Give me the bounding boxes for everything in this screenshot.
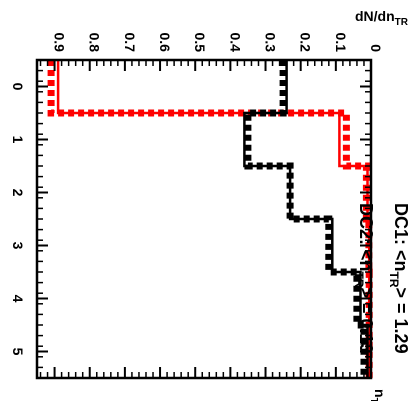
x-tick-label: 0 xyxy=(10,83,26,91)
series-3-dashed-line xyxy=(244,60,368,378)
y-tick-label: 0 xyxy=(368,44,384,52)
y-tick-label: 0.3 xyxy=(263,33,279,53)
annotation-dc1-sub: TR xyxy=(387,272,401,288)
y-tick-label: 0.6 xyxy=(157,32,173,52)
tick-layer xyxy=(37,60,372,378)
annotation-dc1-post: > = 1.29 xyxy=(391,288,411,354)
annotation-dc2-sub: TR xyxy=(352,272,366,288)
y-tick-label: 0.4 xyxy=(227,32,243,52)
x-tick-label: 5 xyxy=(10,348,26,356)
x-axis-title-sub: TR xyxy=(368,398,379,401)
y-axis-title: dN/dnTR xyxy=(355,8,409,28)
annotation-dc1-pre: DC1: <n xyxy=(391,203,411,272)
x-axis-title-main: n xyxy=(372,389,388,398)
annotation-dc2-post: > = 0.13 xyxy=(356,288,376,354)
x-axis-title: nTR xyxy=(368,389,388,401)
y-tick-label: 0.7 xyxy=(122,33,138,53)
x-tick-label: 1 xyxy=(10,136,26,144)
y-tick-label: 0.1 xyxy=(333,33,349,53)
y-tick-label: 0.2 xyxy=(298,33,314,53)
annotation-dc1: DC1: <nTR> = 1.29 xyxy=(387,203,411,354)
x-tick-label: 3 xyxy=(10,242,26,250)
annotation-dc2: DC2: <nTR> = 0.13 xyxy=(352,203,376,354)
y-axis-title-sub: TR xyxy=(395,17,409,28)
y-axis-title-main: dN/dn xyxy=(355,8,395,24)
annotation-dc2-pre: DC2: <n xyxy=(356,203,376,272)
y-tick-label: 0.9 xyxy=(52,33,68,53)
y-tick-label: 0.8 xyxy=(87,33,103,53)
x-tick-label: 4 xyxy=(10,295,26,303)
y-tick-label: 0.5 xyxy=(192,33,208,53)
text-layer: dN/dnTR nTR DC1: <nTR> = 1.29 DC2: <nTR>… xyxy=(10,8,411,401)
x-tick-label: 2 xyxy=(10,189,26,197)
